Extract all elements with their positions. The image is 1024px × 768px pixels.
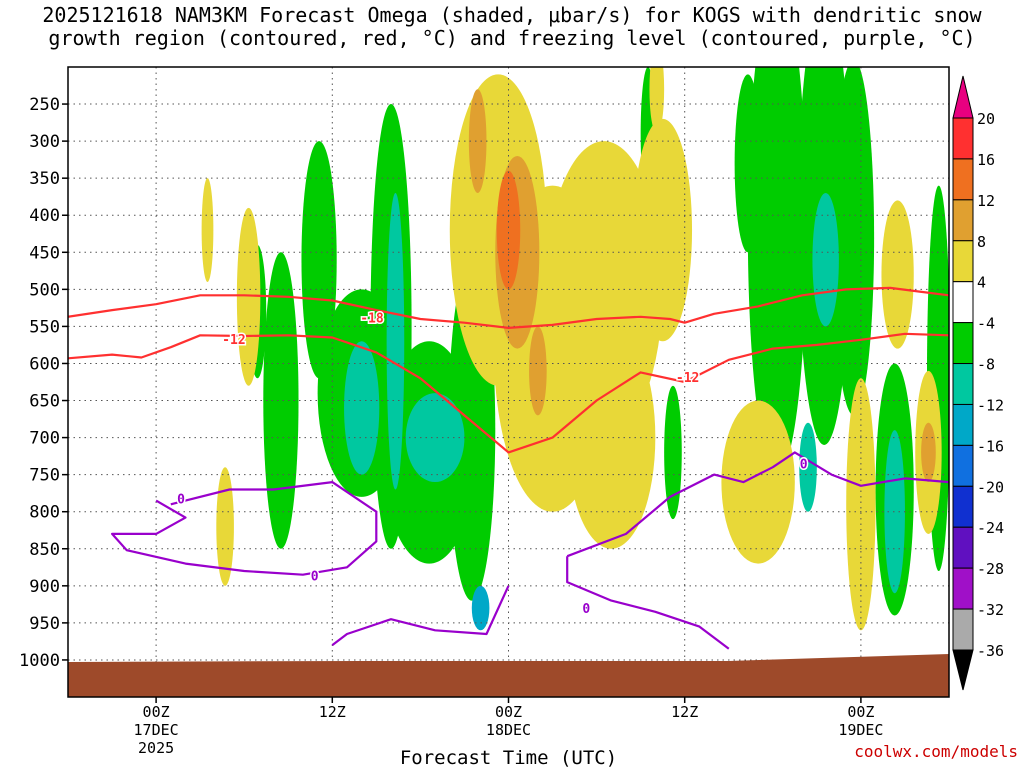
- colorbar-bottom-arrow: [952, 649, 974, 691]
- y-tick-label-600: 600: [29, 354, 60, 374]
- omega-shade-region-0: [301, 141, 337, 379]
- contour-line-0-5: [566, 451, 949, 558]
- omega-shade-region-29: [881, 200, 914, 349]
- y-tick-label-400: 400: [29, 206, 60, 226]
- omega-shade-region-13: [734, 74, 762, 253]
- y-tick-label-500: 500: [29, 280, 60, 300]
- colorbar-label-8: -16: [977, 437, 1004, 455]
- y-tick-label-800: 800: [29, 503, 60, 523]
- colorbar-label-2: 12: [977, 192, 995, 210]
- x-tick-label-30: 00Z: [495, 703, 522, 721]
- contour-label-1-1: -12: [676, 371, 699, 386]
- colorbar-segment-11: [952, 567, 974, 610]
- colorbar-segment-8: [952, 444, 974, 487]
- omega-shade-region-10: [747, 67, 807, 475]
- omega-shade-region-26: [633, 118, 693, 342]
- y-tick-label-900: 900: [29, 577, 60, 597]
- omega-shade-region-28: [846, 378, 876, 631]
- y-tick-label-650: 650: [29, 392, 60, 412]
- omega-shade-region-20: [799, 422, 817, 512]
- chart-title-line-2: growth region (contoured, red, °C) and f…: [48, 26, 976, 50]
- x-axis-label: Forecast Time (UTC): [400, 747, 617, 768]
- chart-title-line-1: 2025121618 NAM3KM Forecast Omega (shaded…: [42, 3, 982, 27]
- contour-label-0-0: -18: [360, 312, 384, 327]
- colorbar-segment-2: [952, 199, 974, 242]
- x-tick-label-54: 00Z: [847, 703, 874, 721]
- colorbar-label-6: -8: [977, 356, 995, 374]
- colorbar-segment-10: [952, 526, 974, 569]
- x-tick-label-42: 12Z: [671, 703, 698, 721]
- omega-shade-region-12: [833, 67, 875, 416]
- omega-shade-region-27: [721, 400, 795, 564]
- omega-shade-region-38: [921, 422, 936, 483]
- omega-shade-region-7: [386, 193, 405, 490]
- colorbar-label-10: -24: [977, 519, 1004, 537]
- y-tick-label-950: 950: [29, 614, 60, 634]
- contour-label-2-1: 0: [311, 569, 319, 584]
- omega-shade-region-18: [812, 193, 839, 327]
- contour-label-2-0: 0: [177, 492, 185, 507]
- contour-line-0-2: [110, 481, 378, 576]
- contour-label-4-0: 0: [582, 602, 590, 617]
- colorbar-label-4: 4: [977, 274, 986, 292]
- colorbar-label-7: -12: [977, 396, 1004, 414]
- omega-shade-region-21: [471, 585, 490, 631]
- y-tick-label-550: 550: [29, 317, 60, 337]
- terrain-ground: [68, 653, 949, 697]
- y-tick-label-350: 350: [29, 169, 60, 189]
- omega-shade-region-25: [567, 326, 656, 549]
- contour-line--18-0: [68, 286, 949, 329]
- colorbar-label-13: -36: [977, 642, 1004, 660]
- colorbar-top-arrow: [952, 75, 974, 119]
- omega-shade-region-19: [884, 430, 905, 594]
- x-tick-date-54: 19DEC: [838, 721, 883, 739]
- colorbar-segment-7: [952, 403, 974, 446]
- colorbar-segment-3: [952, 240, 974, 283]
- colorbar-segment-1: [952, 158, 974, 201]
- colorbar-segment-12: [952, 608, 974, 651]
- y-tick-label-700: 700: [29, 429, 60, 449]
- colorbar-label-12: -32: [977, 601, 1004, 619]
- x-tick-label-18: 12Z: [319, 703, 346, 721]
- colorbar-segment-4: [952, 281, 974, 324]
- colorbar-label-0: 20: [977, 110, 995, 128]
- contour-line-0-4: [566, 556, 730, 650]
- omega-shade-region-33: [649, 67, 665, 134]
- omega-shade-region-31: [236, 207, 261, 386]
- x-tick-year-6: 2025: [138, 739, 174, 757]
- colorbar-label-5: -4: [977, 315, 995, 333]
- y-tick-label-250: 250: [29, 95, 60, 115]
- omega-shade-region-8: [344, 341, 380, 475]
- y-tick-label-450: 450: [29, 243, 60, 263]
- colorbar-label-9: -20: [977, 478, 1004, 496]
- x-tick-label-6: 00Z: [143, 703, 170, 721]
- omega-shade-region-36: [468, 89, 487, 193]
- x-tick-date-30: 18DEC: [486, 721, 531, 739]
- contour-label-1-0: -12: [222, 333, 245, 348]
- colorbar-label-3: 8: [977, 233, 986, 251]
- y-tick-label-850: 850: [29, 540, 60, 560]
- y-tick-label-300: 300: [29, 132, 60, 152]
- colorbar-segment-9: [952, 485, 974, 528]
- credit-text: coolwx.com/models: [854, 742, 1018, 761]
- colorbar-label-1: 16: [977, 151, 995, 169]
- colorbar-segment-5: [952, 322, 974, 365]
- omega-shade-region-39: [496, 170, 521, 290]
- contour-line--12-1: [68, 332, 949, 454]
- omega-shade-region-37: [529, 326, 547, 416]
- colorbar-segment-6: [952, 363, 974, 405]
- colorbar-label-11: -28: [977, 560, 1004, 578]
- omega-shade-region-15: [664, 385, 682, 520]
- x-tick-date-6: 17DEC: [134, 721, 179, 739]
- contour-line-0-3: [331, 585, 510, 646]
- omega-shade-region-9: [405, 393, 465, 483]
- y-tick-label-1000: 1000: [19, 651, 60, 671]
- omega-shade-region-32: [216, 467, 234, 586]
- contour-label-5-0: 0: [800, 458, 808, 473]
- omega-shade-region-34: [201, 178, 214, 282]
- colorbar-segment-0: [952, 117, 974, 160]
- y-tick-label-750: 750: [29, 466, 60, 486]
